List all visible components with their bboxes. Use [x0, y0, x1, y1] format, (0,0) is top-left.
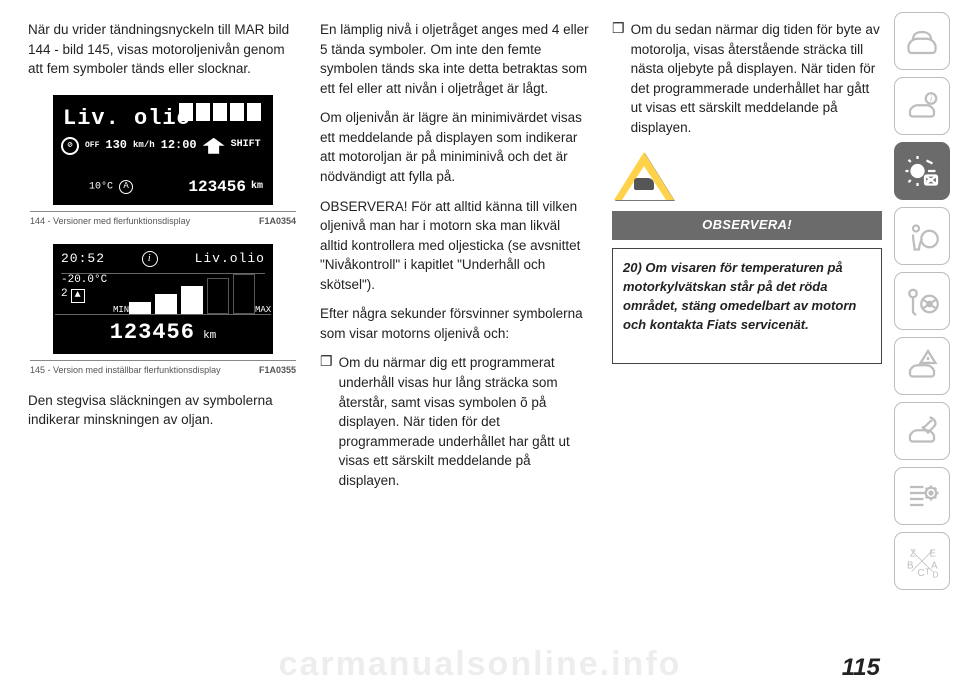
- shift-label: SHIFT: [231, 138, 261, 153]
- svg-text:i: i: [930, 95, 933, 104]
- display-figure-2: 20:52 i Liv.olio -20.0°C 2 ▲ MIN MAX 123…: [53, 244, 273, 354]
- bullet-mark-icon: ❒: [612, 20, 625, 137]
- oil-bar: [129, 302, 151, 314]
- settings-icon[interactable]: [894, 467, 950, 525]
- col3-bullet2-text: Om du sedan närmar dig tiden för byte av…: [631, 20, 882, 137]
- oil-bar: [233, 274, 255, 314]
- disp2-top-row: 20:52 i Liv.olio: [61, 250, 265, 274]
- disp1-temp-row: 10°C A: [89, 180, 133, 195]
- disp1-odo-row: 123456 km: [188, 176, 263, 199]
- disp2-odo-unit: km: [203, 330, 216, 342]
- caption1-code: F1A0354: [253, 211, 296, 228]
- auto-a-icon: A: [119, 180, 133, 194]
- temp-value: 10°C: [89, 181, 113, 192]
- caption-2: 145 - Version med inställbar flerfunktio…: [30, 360, 296, 377]
- col2-p3: OBSERVERA! För att alltid känna till vil…: [320, 197, 590, 295]
- svg-text:D: D: [933, 571, 939, 580]
- disp2-gear: 2: [61, 288, 68, 301]
- oil-bar: [155, 294, 177, 314]
- page-number: 115: [842, 654, 880, 682]
- oil-bar: [181, 286, 203, 314]
- note-text: Om visaren för temperaturen på motorkylv…: [623, 260, 856, 332]
- col2-p1: En lämplig nivå i oljetråget anges med 4…: [320, 20, 590, 98]
- shift-arrow-icon: [203, 138, 225, 154]
- caption2-text: 145 - Version med inställbar flerfunktio…: [30, 360, 253, 377]
- service-icon[interactable]: [894, 402, 950, 460]
- col2-bullet1: ❒ Om du närmar dig ett programmerat unde…: [320, 353, 590, 490]
- disp2-odo-value: 123456: [110, 320, 195, 345]
- caption1-text: 144 - Versioner med flerfunktionsdisplay: [30, 211, 253, 228]
- off-label: OFF: [85, 142, 99, 150]
- car-info-icon[interactable]: i: [894, 77, 950, 135]
- col1-outro: Den stegvisa släckningen av symbolerna i…: [28, 391, 298, 430]
- disp2-clock: 20:52: [61, 250, 105, 269]
- column-1: När du vrider tändningsnyckeln till MAR …: [28, 20, 298, 674]
- oil-level-bars: [129, 274, 255, 314]
- disp1-title: Liv. olio: [63, 103, 191, 135]
- mono-display-2: 20:52 i Liv.olio -20.0°C 2 ▲ MIN MAX 123…: [53, 244, 273, 354]
- indicator-light-icon[interactable]: [894, 142, 950, 200]
- col2-p2: Om oljenivån är lägre än minimivärdet vi…: [320, 108, 590, 186]
- col1-intro: När du vrider tändningsnyckeln till MAR …: [28, 20, 298, 79]
- caption2-code: F1A0355: [253, 360, 296, 377]
- speed-unit: km/h: [133, 139, 155, 152]
- svg-text:C: C: [918, 568, 925, 579]
- display-figure-1: Liv. olio ⊘ OFF 130 km/h 12:00 SHIFT 10°…: [53, 95, 273, 205]
- gear-up-icon: ▲: [71, 289, 85, 303]
- col3-bullet2: ❒ Om du sedan närmar dig tiden för byte …: [612, 20, 882, 137]
- cruise-off-icon: ⊘: [61, 137, 79, 155]
- odo-value: 123456: [188, 176, 246, 199]
- airbag-icon[interactable]: [894, 207, 950, 265]
- disp1-level-boxes: [179, 103, 261, 121]
- warning-triangle-icon: [612, 151, 676, 201]
- disp2-odo-row: 123456 km: [55, 314, 271, 349]
- key-steering-icon[interactable]: [894, 272, 950, 330]
- svg-text:T: T: [925, 568, 930, 577]
- bullet-mark-icon: ❒: [320, 353, 333, 490]
- oil-bar: [207, 278, 229, 314]
- mono-display-1: Liv. olio ⊘ OFF 130 km/h 12:00 SHIFT 10°…: [53, 95, 273, 205]
- observe-heading: OBSERVERA!: [612, 211, 882, 240]
- caption-1: 144 - Versioner med flerfunktionsdisplay…: [30, 211, 296, 228]
- svg-text:B: B: [907, 561, 914, 572]
- disp2-left-info: -20.0°C 2 ▲: [61, 274, 107, 303]
- odo-unit: km: [251, 180, 263, 195]
- speed-value: 130: [105, 137, 127, 154]
- col2-p4: Efter några sekunder försvinner symboler…: [320, 304, 590, 343]
- warning-note-box: 20) Om visaren för temperaturen på motor…: [612, 248, 882, 363]
- hazard-icon[interactable]: [894, 337, 950, 395]
- column-2: En lämplig nivå i oljetråget anges med 4…: [320, 20, 590, 674]
- index-icon[interactable]: ZEBACDT: [894, 532, 950, 590]
- section-nav-rail: iZEBACDT: [894, 12, 954, 590]
- svg-text:E: E: [930, 549, 937, 560]
- car-seat-icon[interactable]: [894, 12, 950, 70]
- disp1-status-row: ⊘ OFF 130 km/h 12:00 SHIFT: [61, 137, 265, 155]
- col2-bullet1-text: Om du närmar dig ett programmerat underh…: [339, 353, 590, 490]
- note-number: 20): [623, 260, 642, 275]
- disp2-temp: -20.0°C: [61, 274, 107, 287]
- disp2-title: Liv.olio: [195, 250, 265, 269]
- clock: 12:00: [161, 137, 197, 154]
- info-icon: i: [142, 251, 158, 267]
